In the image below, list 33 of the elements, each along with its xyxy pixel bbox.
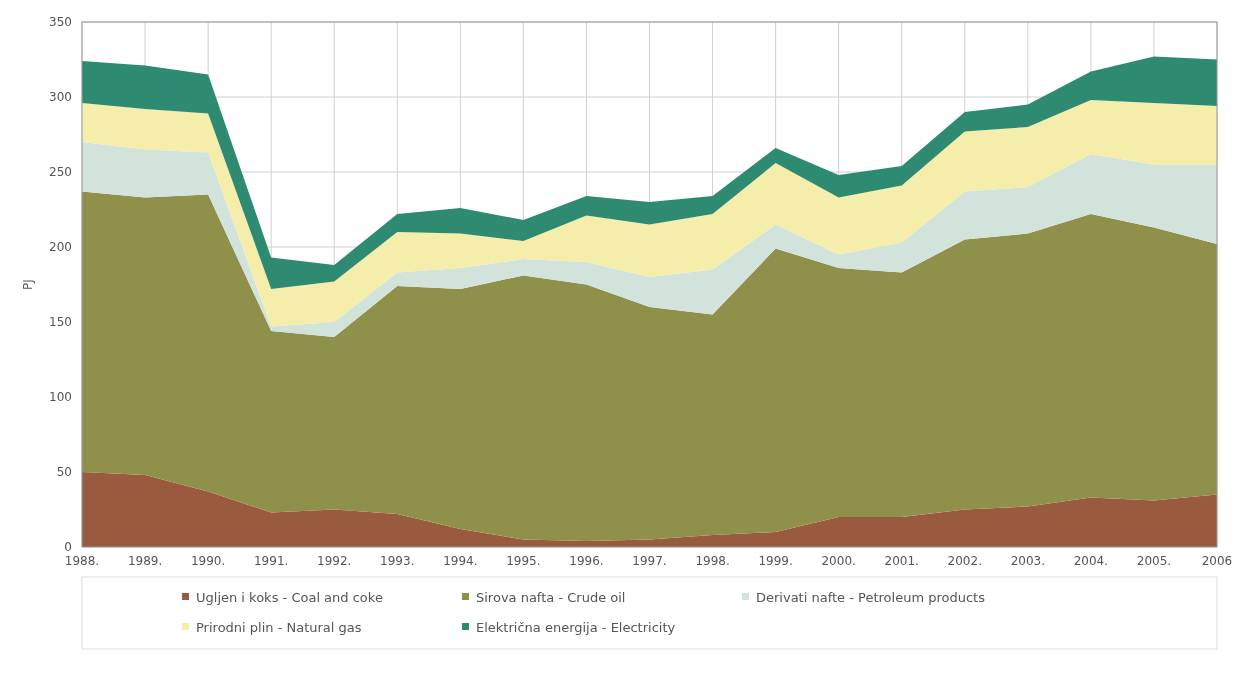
x-tick-label: 1991. <box>253 554 289 568</box>
x-tick-label: 1999. <box>758 554 793 568</box>
y-tick-label: 300 <box>49 90 72 105</box>
x-tick-label: 1992. <box>317 554 352 568</box>
x-tick-label: 2006 <box>1201 554 1233 568</box>
x-tick-label: 1990. <box>190 554 226 568</box>
x-tick-label: 1996. <box>569 554 604 568</box>
x-tick-label: 1998. <box>695 554 730 568</box>
y-tick-label: 350 <box>49 15 72 30</box>
x-tick-label: 2001. <box>884 554 919 568</box>
x-tick-label: 1993. <box>380 554 415 568</box>
legend-label: Prirodni plin - Natural gas <box>196 619 362 635</box>
legend-label: Derivati nafte - Petroleum products <box>756 589 986 605</box>
y-tick-label: 200 <box>49 240 72 255</box>
legend-label: Električna energija - Electricity <box>476 619 676 635</box>
x-tick-label: 2004. <box>1073 554 1109 568</box>
x-tick-label: 1995. <box>506 554 541 568</box>
legend-label: Sirova nafta - Crude oil <box>476 589 626 605</box>
x-tick-label: 1994. <box>443 554 478 568</box>
x-tick-label: 2003. <box>1010 554 1046 568</box>
legend-label: Ugljen i koks - Coal and coke <box>196 589 383 605</box>
y-tick-label: 0 <box>64 540 72 555</box>
x-tick-label: 2002. <box>947 554 982 568</box>
y-tick-label: 50 <box>56 465 72 480</box>
y-tick-label: 100 <box>49 390 72 405</box>
y-tick-label: 250 <box>49 165 72 180</box>
x-tick-label: 1988. <box>64 554 100 568</box>
y-axis-title: PJ <box>21 279 35 290</box>
x-tick-label: 1989. <box>127 554 163 568</box>
x-tick-label: 2005. <box>1136 554 1172 568</box>
y-tick-label: 150 <box>49 315 72 330</box>
x-tick-label: 1997. <box>632 554 667 568</box>
x-tick-label: 2000. <box>821 554 856 568</box>
